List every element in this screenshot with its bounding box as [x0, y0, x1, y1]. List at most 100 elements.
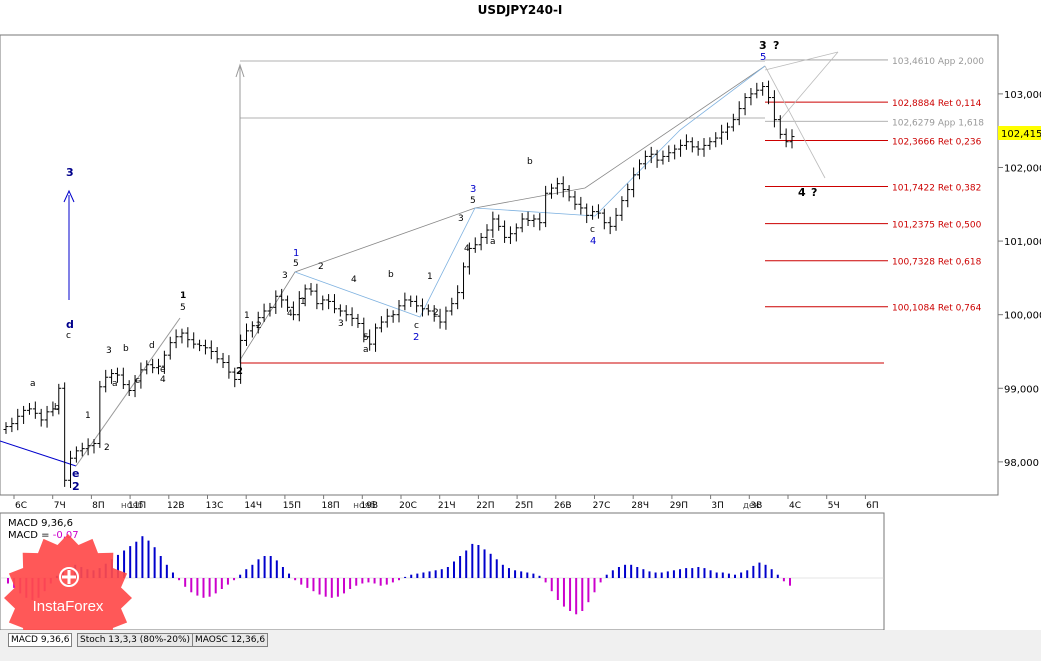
fib-level-ratio: Ret 0,114 — [938, 99, 982, 109]
upper-channel-line — [239, 65, 766, 361]
price-bar — [766, 80, 772, 105]
price-tick-label: 98,000 — [1004, 458, 1039, 469]
price-bar — [167, 336, 173, 360]
fib-level-label: 102,8884 Ret 0,114 — [892, 99, 982, 109]
wave-label-b: b — [527, 157, 533, 167]
price-bar — [601, 208, 607, 230]
price-bar — [554, 177, 560, 195]
price-bar — [537, 213, 543, 231]
time-tick-label: 11П — [128, 501, 146, 511]
price-bar — [156, 358, 162, 375]
price-bar — [126, 380, 132, 397]
wave-label-a: a — [490, 237, 496, 247]
price-bar — [502, 220, 508, 243]
fib-level-label: 102,6279 App 1,618 — [892, 118, 984, 128]
price-tick-label: 103,000 — [1004, 90, 1041, 101]
wave-label-4: 4 — [160, 375, 166, 385]
price-bar — [38, 408, 44, 427]
price-tick-label: 101,000 — [1004, 237, 1041, 248]
indicator-tab-bar: MACD 9,36,6 Stoch 13,3,3 (80%-20%) MAOSC… — [0, 630, 1041, 661]
price-bar — [144, 360, 150, 375]
wave-label-3-blue: 3 — [66, 166, 74, 179]
price-bar — [290, 301, 296, 321]
price-bar — [367, 329, 373, 351]
fib-level-price: 102,6279 — [892, 118, 938, 128]
blue-trend-line — [0, 440, 77, 467]
price-bar — [736, 101, 742, 126]
price-bar — [361, 317, 367, 343]
light-blue-channel — [294, 65, 766, 318]
price-bar — [578, 196, 584, 215]
price-bar — [390, 310, 396, 323]
price-bars — [3, 80, 795, 489]
tab-stochastic[interactable]: Stoch 13,3,3 (80%-20%) — [77, 633, 194, 647]
wave-label-1: 1 — [244, 311, 250, 321]
fib-level-label: 101,2375 Ret 0,500 — [892, 221, 982, 231]
logo-text: InstaForex — [32, 598, 104, 615]
wave-label-b: b — [123, 344, 129, 354]
price-bar — [619, 196, 625, 221]
time-tick-label: 7Ч — [54, 501, 66, 511]
tab-maosc[interactable]: MAOSC 12,36,6 — [192, 633, 269, 647]
price-bar — [73, 446, 79, 463]
price-bar — [713, 132, 719, 148]
price-bar — [683, 134, 689, 150]
price-bar — [654, 149, 660, 168]
time-tick-label: 6П — [866, 501, 879, 511]
price-bar — [109, 369, 115, 384]
price-bar — [648, 146, 654, 164]
price-bar — [496, 214, 502, 231]
price-bar — [261, 303, 267, 323]
wave-label-3-blue: 3 — [470, 184, 476, 195]
wave-label-e: e — [72, 467, 79, 480]
macd-panel-border — [0, 512, 885, 630]
price-bar — [120, 367, 126, 390]
price-bar — [789, 129, 795, 149]
wave-label-2-bold: 2 — [236, 366, 243, 377]
price-bar — [642, 150, 648, 170]
price-bar — [161, 350, 167, 374]
fib-level-price: 103,4610 — [892, 57, 938, 67]
macd-value-prefix: MACD = — [8, 530, 53, 541]
price-bar — [472, 237, 478, 253]
wave-label-1: 1 — [300, 297, 306, 307]
wave-label-4: 4 — [351, 275, 357, 285]
price-bar — [543, 185, 549, 228]
instaforex-logo: InstaForex — [2, 532, 134, 661]
price-bar — [507, 226, 513, 245]
price-bar — [478, 232, 484, 251]
price-bar — [466, 242, 472, 275]
price-axis-labels: 103,000 102,000 101,000 100,000 99,000 98,000 — [998, 90, 1041, 469]
wave-label-a: a — [30, 379, 36, 389]
price-bar — [455, 285, 461, 310]
wave-label-4: 4 — [287, 309, 293, 319]
wave-label-c: c — [135, 376, 140, 386]
wave-label-d: d — [149, 341, 155, 351]
macd-value-line: MACD = -0,07 — [8, 530, 79, 541]
wave-label-3: 3 — [282, 271, 288, 281]
price-bar — [595, 204, 601, 219]
price-bar — [56, 383, 62, 415]
wave-label-5: 5 — [363, 333, 369, 343]
price-bar — [584, 203, 590, 224]
price-bar — [689, 137, 695, 153]
price-bar — [214, 347, 220, 364]
price-bar — [636, 159, 642, 180]
chart-border — [0, 34, 999, 496]
fib-level-ratio: Ret 0,382 — [938, 183, 982, 193]
price-bar — [425, 304, 431, 316]
time-tick-label: 29П — [670, 501, 688, 511]
price-bar — [185, 327, 191, 348]
wave-label-question: ? — [811, 186, 817, 199]
price-bar — [285, 295, 291, 312]
price-bar — [97, 380, 103, 448]
price-bar — [672, 144, 678, 160]
price-bar — [625, 183, 631, 208]
price-bar — [513, 223, 519, 242]
price-bar — [103, 369, 109, 393]
time-tick-label: 19В — [360, 501, 378, 511]
forecast-channel-line — [779, 51, 839, 121]
tab-macd[interactable]: MACD 9,36,6 — [8, 633, 73, 647]
price-bar — [461, 262, 467, 300]
price-bar — [419, 298, 425, 317]
